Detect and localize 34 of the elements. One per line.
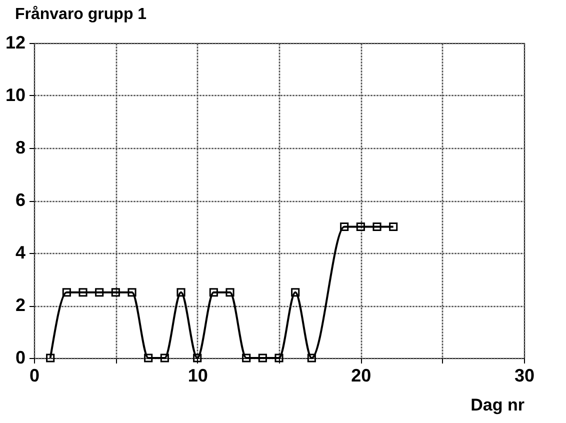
y-tick-label: 0 (15, 348, 26, 368)
point (307, 354, 316, 362)
x-tick-label: 20 (351, 366, 372, 386)
point (258, 354, 267, 362)
point (291, 288, 300, 297)
x-axis-title: Dag nr (470, 396, 525, 414)
point (176, 288, 186, 297)
y-tick-label: 2 (15, 295, 26, 315)
point (389, 222, 398, 232)
point (226, 288, 234, 297)
point (274, 354, 284, 362)
y-tick-label: 8 (15, 138, 26, 158)
point (193, 354, 202, 362)
y-tick-label: 12 (5, 32, 26, 52)
point (209, 288, 218, 297)
point (95, 288, 104, 297)
point (128, 288, 136, 297)
y-tick-label: 4 (15, 242, 26, 262)
point (78, 288, 88, 297)
point (160, 354, 169, 362)
y-tick-label: 10 (5, 85, 26, 105)
x-tick-label: 0 (29, 366, 40, 386)
y-tick-label: 6 (15, 190, 26, 210)
point (144, 354, 153, 362)
point (111, 288, 120, 297)
point (46, 354, 55, 362)
point (62, 288, 71, 297)
point (340, 222, 349, 232)
chart-title: Frånvaro grupp 1 (14, 5, 147, 23)
point (356, 222, 365, 232)
point (372, 222, 382, 232)
x-tick-label: 30 (514, 366, 535, 386)
point (242, 354, 251, 362)
x-tick-label: 10 (188, 366, 208, 386)
